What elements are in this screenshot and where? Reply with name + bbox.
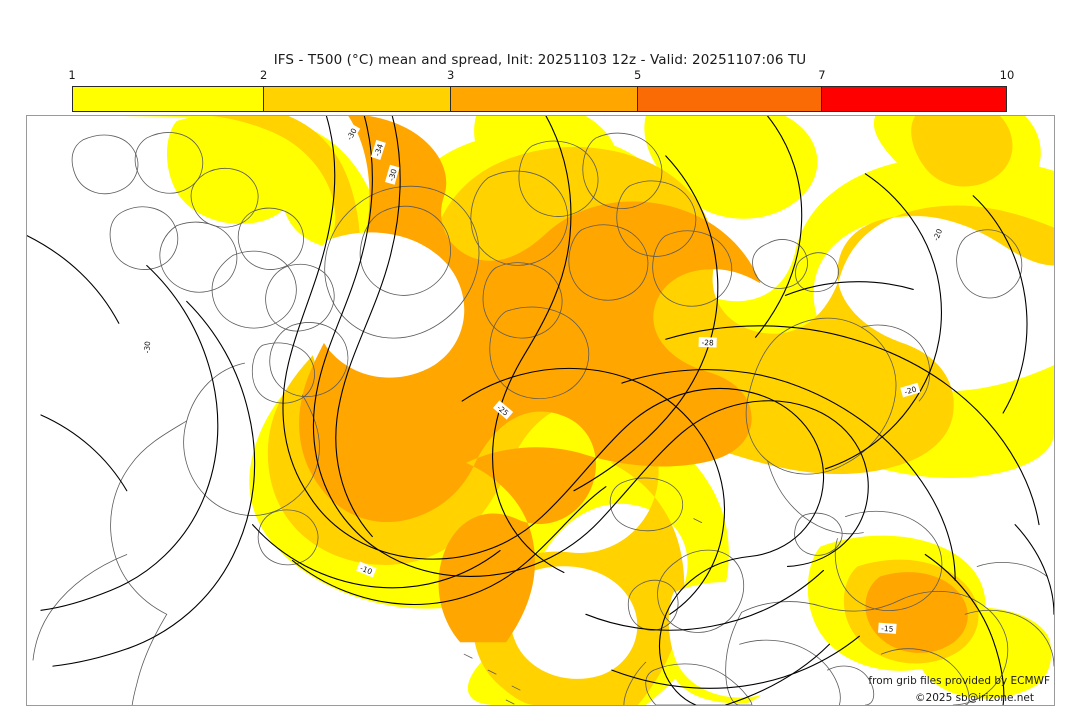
colorbar-tick: 2	[260, 68, 268, 82]
attribution-source: from grib files provided by ECMWF	[868, 675, 1050, 687]
colorbar-segment-7-10	[821, 87, 1006, 111]
forecast-map[interactable]: -34 -30 -30 -30 -28 -25 -20 -20	[27, 116, 1054, 705]
contour-label: -30	[142, 341, 152, 354]
page-title: IFS - T500 (°C) mean and spread, Init: 2…	[273, 52, 807, 68]
contour-label: -20	[931, 227, 944, 242]
geopotential-contours	[27, 116, 1054, 705]
colorbar	[72, 86, 1007, 112]
coastlines	[32, 132, 1054, 705]
map-panel[interactable]: -34 -30 -30 -30 -28 -25 -20 -20	[26, 115, 1055, 706]
contour-label: -34	[373, 143, 385, 158]
colorbar-segment-2-3	[263, 87, 451, 111]
contour-label: -10	[359, 563, 374, 576]
colorbar-gradient	[72, 86, 1007, 112]
contour-label: -30	[387, 168, 399, 182]
contour-label: -28	[701, 338, 714, 347]
colorbar-tick: 5	[634, 68, 642, 82]
colorbar-tick: 3	[447, 68, 455, 82]
colorbar-tick: 7	[818, 68, 826, 82]
contour-label: -15	[881, 624, 894, 634]
contour-label: -20	[903, 384, 917, 396]
colorbar-segment-5-7	[637, 87, 822, 111]
colorbar-tick: 1	[68, 68, 76, 82]
spread-fill-level-3	[299, 116, 761, 643]
attribution-copyright: ©2025 sb@irizone.net	[915, 692, 1034, 704]
colorbar-segment-3-5	[450, 87, 638, 111]
colorbar-segment-1-2	[73, 87, 264, 111]
contour-labels: -34 -30 -30 -30 -28 -25 -20 -20	[141, 123, 946, 634]
colorbar-tick-labels: 1 2 3 5 7 10	[68, 68, 1014, 84]
colorbar-tick: 10	[999, 68, 1015, 82]
